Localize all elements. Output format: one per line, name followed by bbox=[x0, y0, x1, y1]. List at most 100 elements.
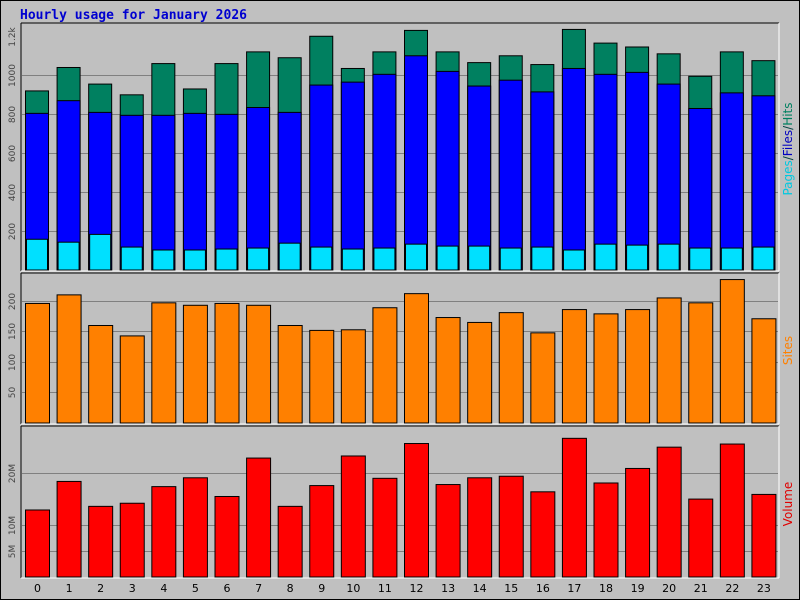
y-tick-label: 100 bbox=[8, 354, 18, 371]
bar-pages-21 bbox=[689, 247, 712, 271]
bar-pages-1 bbox=[57, 241, 80, 271]
bar-files-17 bbox=[561, 67, 586, 271]
bar-volume-2 bbox=[88, 505, 114, 578]
panel-label-sites: Sites bbox=[781, 336, 795, 365]
bar-files-12 bbox=[404, 55, 428, 271]
bar-sites-22 bbox=[719, 279, 745, 424]
bar-sites-20 bbox=[656, 297, 682, 424]
bar-files-9 bbox=[309, 84, 334, 271]
bar-files-10 bbox=[340, 81, 365, 271]
bar-files-22 bbox=[719, 92, 744, 271]
bar-sites-1 bbox=[56, 294, 82, 424]
series-volume bbox=[25, 437, 777, 578]
x-tick-label-21: 21 bbox=[694, 582, 708, 595]
panel-label-part: / bbox=[781, 155, 795, 160]
bar-files-13 bbox=[435, 70, 460, 271]
bar-files-15 bbox=[498, 79, 523, 271]
bar-files-5 bbox=[182, 112, 207, 271]
bar-files-7 bbox=[246, 107, 271, 271]
y-tick-label: 1000 bbox=[8, 64, 18, 87]
bar-pages-14 bbox=[468, 245, 491, 271]
bar-pages-12 bbox=[405, 243, 427, 271]
bar-sites-15 bbox=[498, 312, 524, 424]
bar-pages-16 bbox=[531, 246, 554, 271]
bar-pages-20 bbox=[657, 243, 680, 271]
y-tick-label: 5M bbox=[8, 545, 18, 559]
bar-sites-14 bbox=[467, 321, 493, 424]
bar-sites-18 bbox=[593, 313, 619, 424]
x-tick-label-8: 8 bbox=[287, 582, 294, 595]
panel-label-requests: Pages/Files/Hits bbox=[781, 102, 795, 195]
panel-label-part: Pages bbox=[781, 160, 795, 195]
bar-files-23 bbox=[751, 95, 776, 271]
bar-sites-5 bbox=[182, 304, 208, 424]
bar-pages-15 bbox=[499, 247, 522, 271]
bar-pages-6 bbox=[215, 248, 238, 271]
bar-pages-19 bbox=[626, 244, 649, 271]
x-tick-label-22: 22 bbox=[725, 582, 739, 595]
bar-pages-17 bbox=[562, 249, 585, 271]
panel-background bbox=[21, 23, 779, 271]
y-tick-label: 400 bbox=[8, 184, 18, 201]
bar-sites-7 bbox=[246, 304, 272, 424]
chart-panels: 20040060080010001.2kPages/Files/Hits5010… bbox=[8, 22, 795, 579]
bar-pages-10 bbox=[341, 248, 364, 271]
bar-volume-11 bbox=[372, 477, 398, 578]
x-tick-label-16: 16 bbox=[536, 582, 550, 595]
bar-pages-18 bbox=[594, 243, 617, 271]
panel-volume: 5M 10M 20M Volume bbox=[8, 425, 795, 579]
bar-files-11 bbox=[372, 73, 397, 271]
bar-volume-7 bbox=[246, 457, 272, 578]
y-tick-label: 20M bbox=[8, 464, 18, 483]
bar-sites-8 bbox=[277, 325, 303, 424]
bar-sites-11 bbox=[372, 307, 398, 424]
panel-background bbox=[21, 426, 779, 578]
x-tick-label-14: 14 bbox=[473, 582, 487, 595]
bar-sites-10 bbox=[340, 329, 366, 424]
bar-files-19 bbox=[625, 71, 650, 271]
bar-sites-12 bbox=[404, 293, 429, 424]
bar-files-21 bbox=[688, 107, 713, 271]
bar-volume-12 bbox=[404, 443, 429, 578]
bar-volume-1 bbox=[56, 480, 82, 578]
bar-volume-5 bbox=[182, 477, 208, 578]
panel-label-volume: Volume bbox=[781, 482, 795, 527]
bar-volume-15 bbox=[498, 475, 524, 578]
bar-pages-7 bbox=[247, 247, 270, 271]
bar-sites-2 bbox=[88, 325, 114, 424]
x-tick-label-1: 1 bbox=[66, 582, 73, 595]
bar-volume-9 bbox=[309, 485, 335, 578]
panel-sites: 50 100 150 200 Sites bbox=[8, 272, 795, 425]
chart-title: Hourly usage for January 2026 bbox=[20, 8, 247, 23]
bar-files-20 bbox=[656, 83, 681, 271]
bar-sites-4 bbox=[151, 302, 177, 424]
bar-sites-19 bbox=[625, 309, 651, 424]
y-tick-label: 1.2k bbox=[8, 26, 18, 46]
panel-background bbox=[21, 273, 779, 424]
bar-pages-4 bbox=[152, 249, 175, 271]
series-pages bbox=[26, 233, 775, 271]
bar-sites-21 bbox=[688, 302, 714, 424]
panel-label-part: Hits bbox=[781, 102, 795, 125]
bar-volume-23 bbox=[751, 493, 777, 578]
bar-pages-5 bbox=[183, 249, 206, 271]
bar-volume-18 bbox=[593, 482, 619, 578]
bar-volume-10 bbox=[340, 455, 366, 578]
bar-volume-21 bbox=[688, 498, 714, 578]
bar-volume-22 bbox=[719, 443, 745, 578]
x-tick-label-0: 0 bbox=[34, 582, 41, 595]
bar-sites-17 bbox=[561, 309, 587, 424]
bar-sites-0 bbox=[25, 302, 50, 424]
panel-label-part: / bbox=[781, 125, 795, 130]
bar-files-16 bbox=[530, 91, 555, 271]
bar-pages-11 bbox=[373, 247, 396, 271]
x-tick-label-19: 19 bbox=[631, 582, 645, 595]
bar-volume-8 bbox=[277, 505, 303, 578]
bar-pages-8 bbox=[278, 242, 301, 271]
x-tick-label-15: 15 bbox=[504, 582, 518, 595]
bar-sites-9 bbox=[309, 329, 335, 424]
x-tick-label-9: 9 bbox=[318, 582, 325, 595]
bar-volume-13 bbox=[435, 484, 461, 578]
panel-label-part: Files bbox=[781, 130, 795, 156]
